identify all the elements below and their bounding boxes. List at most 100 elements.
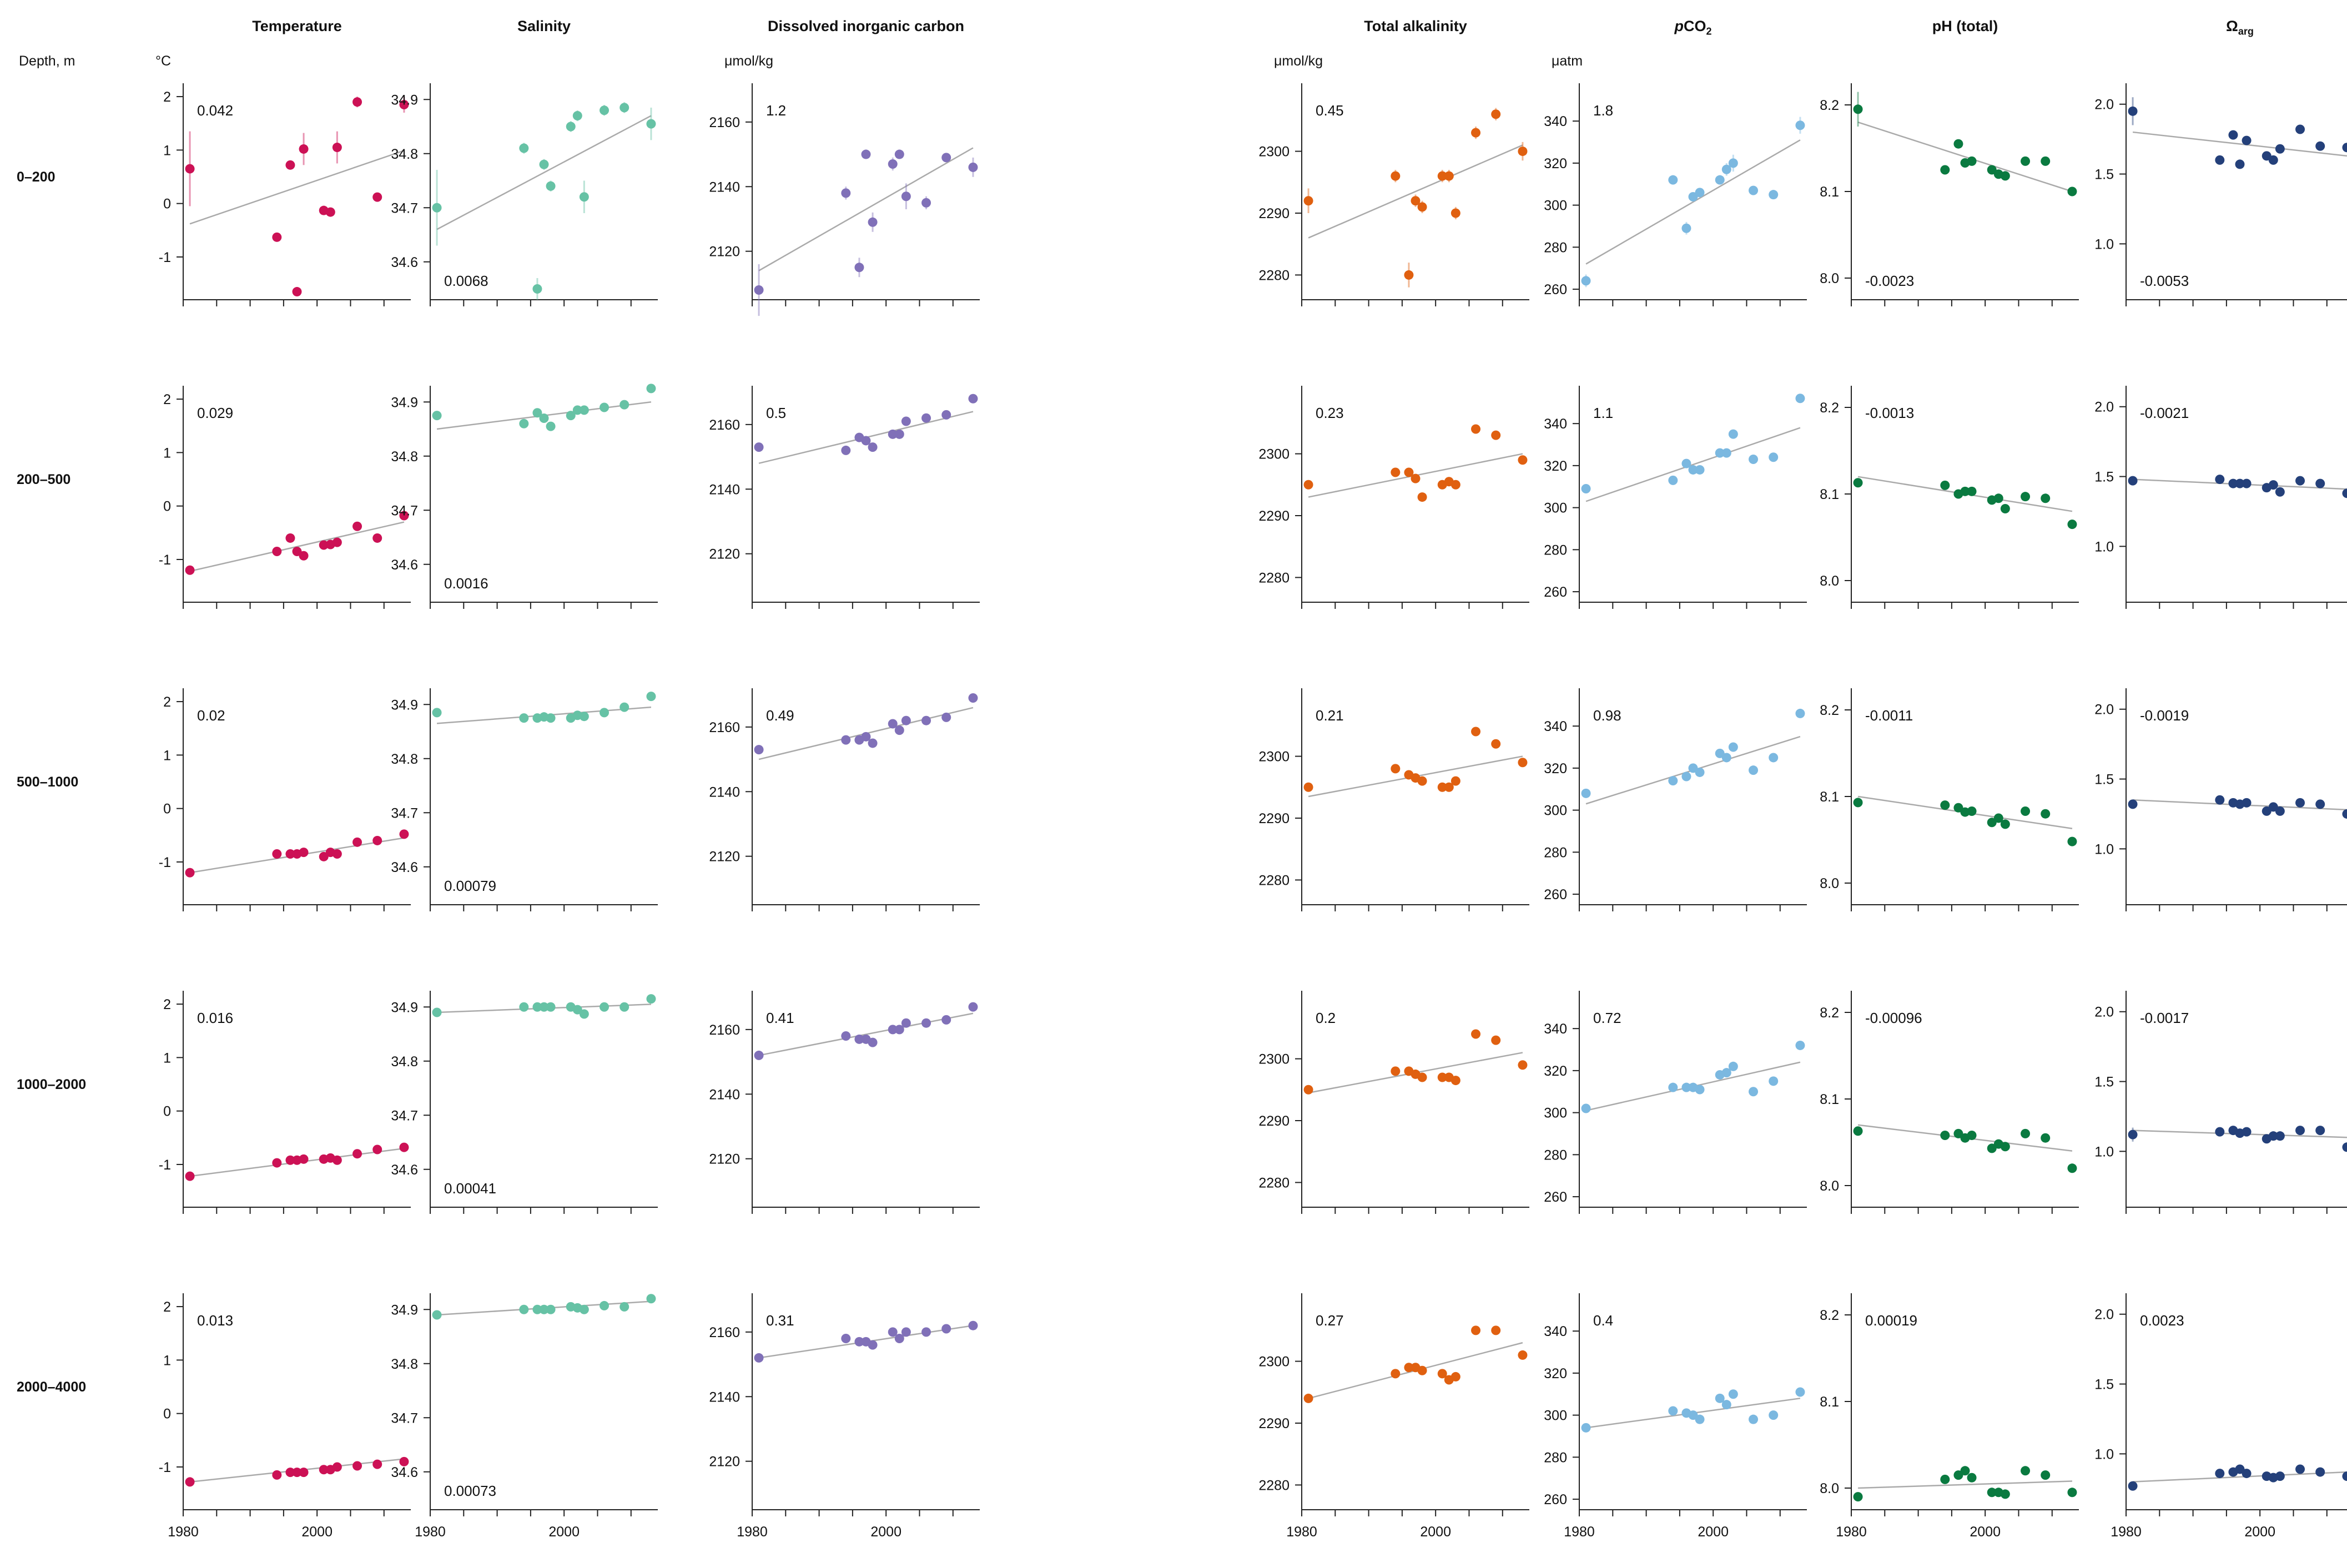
column-title-omega: Ωarg [2226,18,2254,37]
y-tick-label: 34.9 [391,697,418,713]
data-point [546,1002,556,1012]
data-point [2215,1127,2225,1137]
data-point [1681,223,1691,233]
y-tick-label: 34.7 [391,805,418,821]
data-point [1491,430,1501,440]
slope-label: 0.0023 [2140,1312,2184,1329]
y-tick-label: 300 [1544,1106,1567,1121]
data-point [2235,159,2245,169]
data-point [1853,478,1863,488]
data-point [1417,492,1427,502]
data-point [2067,1488,2077,1498]
y-tick-label: 2 [163,1299,171,1315]
data-point [941,410,951,420]
data-point [868,1340,878,1350]
x-tick-label: 2000 [1420,1524,1451,1540]
data-point [1417,202,1427,212]
panel-pco2-row-1: 260 280 300 320 340 1.1 [1544,386,1807,609]
slope-label: 0.72 [1593,1010,1621,1026]
data-point [888,159,898,169]
data-point [1391,1369,1401,1379]
data-point [579,192,589,202]
data-point [1437,1072,1447,1082]
data-point [1940,1131,1950,1141]
data-point [1987,818,1997,828]
data-point [2067,520,2077,530]
slope-label: 1.2 [766,102,786,119]
data-point [185,565,195,575]
data-point [332,143,342,153]
y-tick-label: 1.0 [2094,1144,2114,1159]
y-tick-label: 1.0 [2094,1446,2114,1462]
data-point [2021,806,2031,816]
data-point [888,1327,898,1337]
y-tick-label: 300 [1544,198,1567,214]
y-tick-label: 34.6 [391,557,418,573]
data-point [2000,819,2010,829]
y-tick-label: 34.7 [391,1108,418,1123]
slope-label: 0.013 [197,1312,233,1329]
data-point [2128,106,2138,116]
y-tick-label: 2120 [709,1454,740,1470]
slope-label: 0.2 [1316,1010,1336,1026]
y-tick-label: 0 [163,801,171,817]
column-title-salinity: Salinity [517,18,571,34]
y-tick-label: 2280 [1258,268,1290,283]
y-tick-label: 1.0 [2094,841,2114,857]
y-tick-label: 34.8 [391,752,418,767]
data-point [2242,798,2252,808]
data-point [185,1477,195,1487]
trend-line [1585,139,1801,265]
panel-ph-row-3: 8.0 8.1 8.2 -0.00096 [1820,991,2079,1214]
data-point [1728,742,1738,752]
data-point [1303,1085,1313,1095]
x-tick-label: 2000 [1698,1524,1729,1540]
data-point [1581,276,1591,286]
y-tick-label: 8.1 [1820,1394,1839,1410]
data-point [1668,1406,1678,1416]
data-point [901,715,911,725]
data-point [539,1304,549,1314]
y-tick-label: 2.0 [2094,1005,2114,1020]
y-tick-label: 0 [163,196,171,212]
data-point [600,402,610,412]
slope-label: 0.0016 [444,575,488,592]
y-tick-label: 2280 [1258,1175,1290,1191]
data-point [2041,493,2051,503]
data-point [352,1149,362,1159]
data-point [620,400,629,410]
data-point [532,408,542,418]
data-point [532,1304,542,1314]
data-point [901,1018,911,1028]
y-tick-label: 1 [163,1050,171,1066]
data-point [432,708,442,718]
data-point [841,445,851,455]
depth-label: 200–500 [17,472,71,487]
y-tick-label: -1 [159,855,171,870]
data-point [579,1304,589,1314]
data-point [894,429,904,439]
y-tick-label: 2 [163,392,171,407]
trend-line [1308,144,1523,239]
depth-label: 2000–4000 [17,1379,87,1395]
data-point [854,263,864,273]
data-point [888,429,898,439]
data-point [399,829,409,839]
slope-label: 0.49 [766,707,794,724]
data-point [1518,1350,1528,1360]
y-tick-label: 8.1 [1820,789,1839,805]
panel-alkalinity-row-0: 2280 2290 2300 0.45 [1258,83,1529,306]
data-point [1993,813,2003,823]
data-point [372,835,382,845]
data-point [1853,1126,1863,1136]
slope-label: 0.98 [1593,707,1621,724]
y-tick-label: 8.0 [1820,1481,1839,1496]
data-point [1417,776,1427,786]
data-point [399,511,409,521]
trend-line [1585,427,1801,502]
y-tick-label: 300 [1544,1408,1567,1424]
y-tick-label: -1 [159,250,171,265]
data-point [432,1310,442,1320]
data-point [185,868,195,878]
data-point [1444,171,1454,181]
